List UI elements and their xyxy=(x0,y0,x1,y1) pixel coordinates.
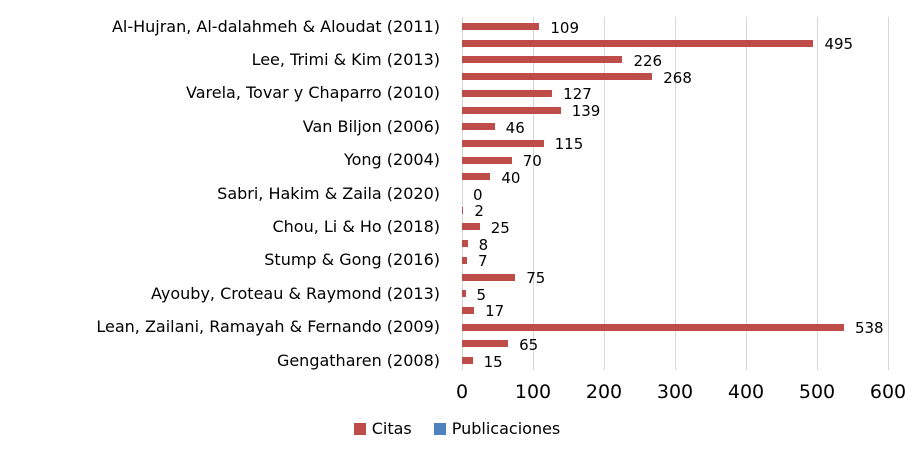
x-tick-label: 400 xyxy=(727,381,765,403)
bar-value-label: 139 xyxy=(571,102,601,120)
category-label: Chou, Li & Ho (2018) xyxy=(272,216,440,236)
x-tick-label: 100 xyxy=(514,381,552,403)
bar-value-label: 65 xyxy=(519,335,539,354)
bar-value-label: 226 xyxy=(633,51,663,70)
gridline xyxy=(533,17,534,370)
gridline xyxy=(817,17,818,370)
legend-item-publicaciones: Publicaciones xyxy=(433,419,561,438)
legend: Citas Publicaciones xyxy=(0,419,914,438)
citas-bar xyxy=(462,89,553,97)
bar-value-label: 8 xyxy=(478,235,489,254)
bar-value-label: 495 xyxy=(824,35,854,54)
category-label: Al-Hujran, Al-dalahmeh & Aloudat (2011) xyxy=(111,16,440,36)
x-tick-label: 600 xyxy=(869,381,907,403)
citas-swatch-icon xyxy=(353,422,366,435)
bar-value-label: 109 xyxy=(550,18,580,37)
gridline xyxy=(746,17,747,370)
gridline xyxy=(462,17,463,370)
publicaciones-swatch-icon xyxy=(433,422,446,435)
citas-bar xyxy=(462,139,544,147)
bar-value-label: 268 xyxy=(663,68,692,87)
citas-bar xyxy=(462,256,467,264)
citas-bar xyxy=(462,340,509,348)
bar-value-label: 115 xyxy=(554,135,584,154)
category-label: Ayouby, Croteau & Raymond (2013) xyxy=(151,283,440,303)
x-tick-label: 200 xyxy=(585,381,623,403)
citas-bar xyxy=(462,323,844,331)
citas-bar xyxy=(462,123,495,131)
legend-item-citas: Citas xyxy=(353,419,412,438)
bar-value-label: 2 xyxy=(474,202,484,221)
x-tick-label: 300 xyxy=(656,381,694,403)
citas-bar xyxy=(462,240,468,248)
citas-bar xyxy=(462,23,540,30)
legend-label-citas: Citas xyxy=(371,419,412,438)
x-tick-label: 0 xyxy=(455,381,469,403)
citas-bar xyxy=(462,106,561,114)
category-label: Sabri, Hakim & Zaila (2020) xyxy=(217,183,440,203)
category-label: Varela, Tovar y Chaparro (2010) xyxy=(185,83,440,103)
citas-bar xyxy=(462,306,475,314)
legend-label-publicaciones: Publicaciones xyxy=(451,419,561,438)
citas-bar xyxy=(462,156,512,164)
citas-bar xyxy=(462,206,464,214)
citas-bar xyxy=(462,73,653,81)
gridline xyxy=(888,17,889,370)
category-label: Lee, Trimi & Kim (2013) xyxy=(251,49,440,69)
category-label: Yong (2004) xyxy=(343,150,440,170)
category-label: Lean, Zailani, Ramayah & Fernando (2009) xyxy=(96,317,440,337)
bar-value-label: 15 xyxy=(483,352,503,371)
category-label: Gengatharen (2008) xyxy=(276,350,440,370)
bar-value-label: 25 xyxy=(490,218,510,237)
citas-bar xyxy=(462,173,491,181)
citas-bar xyxy=(462,39,814,47)
gridline xyxy=(675,17,676,370)
bar-value-label: 40 xyxy=(501,168,521,187)
bar-value-label: 75 xyxy=(526,269,546,287)
bar-value-label: 127 xyxy=(563,85,592,104)
category-label: Van Biljon (2006) xyxy=(302,116,440,136)
bar-value-label: 46 xyxy=(505,118,525,137)
bar-value-label: 7 xyxy=(477,252,488,271)
citas-bar xyxy=(462,357,473,364)
citas-bar xyxy=(462,56,623,64)
bar-value-label: 538 xyxy=(854,319,884,338)
citas-bar xyxy=(462,290,466,298)
bar-value-label: 0 xyxy=(473,185,483,204)
x-tick-label: 500 xyxy=(798,381,836,403)
bar-value-label: 5 xyxy=(476,285,487,304)
bar-value-label: 17 xyxy=(485,302,505,321)
gridline xyxy=(604,17,605,370)
category-label: Stump & Gong (2016) xyxy=(264,250,440,270)
citas-bar xyxy=(462,273,516,281)
citas-bar xyxy=(462,223,480,231)
bar-value-label: 70 xyxy=(522,152,542,171)
